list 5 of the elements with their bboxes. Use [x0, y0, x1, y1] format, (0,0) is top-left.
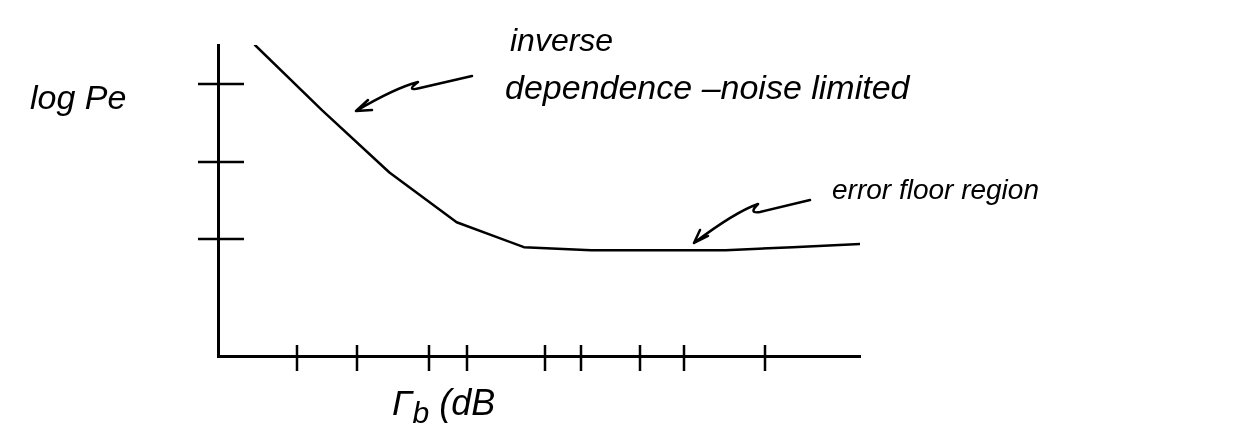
- y-axis-title: log Pe: [30, 78, 127, 117]
- annotation: dependence –noise limited: [505, 68, 910, 107]
- x-axis-title: Γ$_{b}$ (dB: [392, 382, 496, 431]
- annotation: inverse: [510, 22, 614, 59]
- annotation: error floor region: [832, 174, 1039, 206]
